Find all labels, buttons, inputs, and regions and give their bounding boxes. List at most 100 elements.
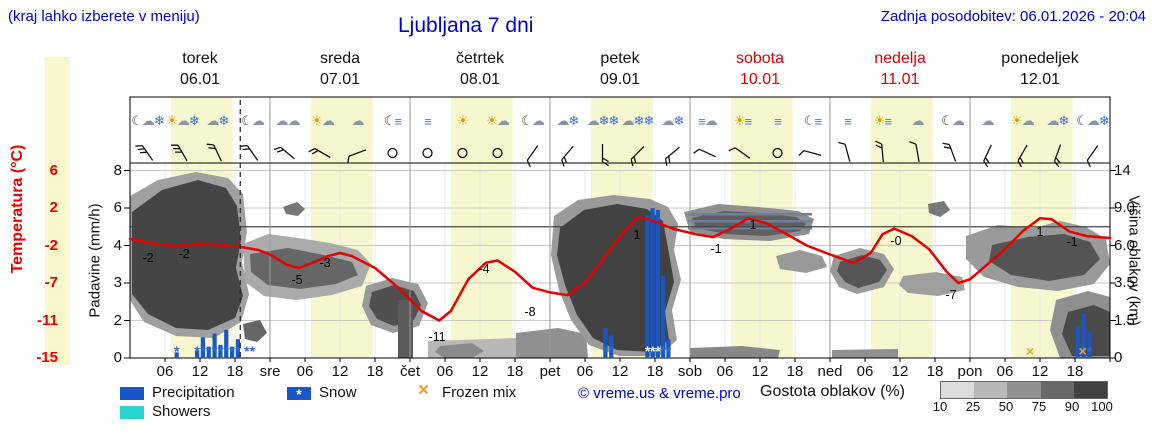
weather-icon: ☁ [911, 113, 925, 128]
copyright-link[interactable]: © vreme.us & vreme.pro [578, 385, 741, 402]
weather-icon: ☁ [981, 113, 995, 128]
cloud-height-tick: 14 [1114, 161, 1131, 179]
svg-text:1: 1 [750, 218, 757, 232]
day-date: 08.01 [459, 71, 501, 88]
weather-icon: ☀ [457, 113, 469, 128]
temp-tick: -2 [44, 236, 58, 254]
scale-segment [941, 382, 975, 398]
x-tick-day: ned [817, 363, 843, 380]
precip-tick: 6 [113, 199, 122, 216]
weather-icon: ☀ ☁ [311, 113, 335, 128]
svg-text:*: * [206, 343, 212, 359]
weather-icon: ☁ [351, 113, 365, 128]
frozen-mix-icon: × [418, 380, 430, 401]
svg-text:*: * [229, 343, 235, 359]
cloud-density-layers [130, 172, 1110, 358]
x-tick-hour: 18 [926, 363, 944, 380]
x-tick-hour: 12 [471, 363, 489, 380]
svg-text:*: * [200, 343, 206, 359]
precip-tick: 4 [113, 236, 122, 254]
scale-segment [1040, 382, 1074, 398]
svg-text:1: 1 [634, 228, 641, 242]
svg-text:*: * [655, 343, 661, 359]
x-tick-hour: 12 [331, 363, 349, 380]
x-tick-hour: 06 [296, 363, 314, 380]
x-tick-hour: 06 [576, 363, 594, 380]
svg-text:-5: -5 [291, 273, 302, 287]
svg-text:*: * [660, 343, 666, 359]
weather-icon: ☾ ☁ ❄ [131, 113, 165, 128]
weather-icon: ☁ ❄ [206, 113, 230, 128]
day-date: 09.01 [599, 71, 641, 88]
x-tick-day: sre [259, 363, 281, 380]
weather-icon: ≡ [424, 113, 432, 129]
svg-text:-0: -0 [890, 234, 901, 248]
cloud-density-scale [940, 381, 1108, 399]
svg-text:*: * [218, 343, 224, 359]
temp-tick: -15 [36, 349, 58, 366]
weather-icon: ☾ ☁ ❄ [1076, 113, 1110, 128]
x-tick-hour: 12 [751, 363, 769, 380]
day-name: ponedeljek [1001, 50, 1079, 67]
x-tick-hour: 06 [856, 363, 874, 380]
weather-icon: ☾ ≡ [803, 113, 822, 129]
weather-icon: ≡ ☁ [698, 113, 718, 129]
weather-icon: ☁ ❄ ❄ [586, 113, 620, 128]
day-name: torek [182, 50, 218, 67]
last-update: Zadnja posodobitev: 06.01.2026 - 20:04 [880, 8, 1146, 25]
scale-segment [1073, 382, 1108, 398]
precip-type-markers: * * * * * * * * * * * * * * * * ** * * × × [174, 343, 1093, 359]
scale-value: 50 [998, 399, 1014, 414]
svg-text:1: 1 [1037, 225, 1044, 239]
scale-segment [974, 382, 1008, 398]
svg-text:-1: -1 [1066, 235, 1077, 249]
svg-text:*: * [1081, 343, 1087, 359]
precipitation-label: Precipitation [152, 384, 235, 401]
page-title: Ljubljana 7 dni [398, 14, 534, 37]
x-tick-hour: 12 [1031, 363, 1049, 380]
svg-text:*: * [1087, 343, 1093, 359]
day-date: 10.01 [739, 71, 781, 88]
scale-segment [1007, 382, 1041, 398]
weather-icon: ≡ [774, 113, 782, 129]
svg-text:×: × [1026, 343, 1034, 359]
precipitation-bars [174, 208, 1092, 358]
temperature-curve [128, 216, 1112, 322]
x-tick-hour: 12 [611, 363, 629, 380]
temperature-value-labels: -2 -2-3-5-4-11-81-11-0-71-1 [142, 218, 1077, 344]
scale-value: 25 [965, 399, 981, 414]
weather-icon: ☀ ≡ [733, 113, 752, 129]
scale-value: 100 [1091, 399, 1113, 414]
x-tick-hour: 18 [366, 363, 384, 380]
temp-tick: -11 [37, 311, 58, 329]
svg-text:-8: -8 [524, 305, 535, 319]
weather-icon: ☾ ≡ [383, 113, 402, 129]
weather-icon: ☾ ☁ [521, 113, 545, 128]
svg-text:*: * [212, 343, 218, 359]
weather-icon: ≡ [844, 113, 852, 129]
day-date: 11.01 [880, 71, 920, 88]
svg-text:*: * [194, 343, 200, 359]
day-date: 06.01 [179, 71, 221, 88]
temp-tick: 6 [49, 161, 58, 179]
svg-text:-2: -2 [178, 247, 189, 261]
svg-text:*: * [603, 343, 609, 359]
weather-icon: ☾ ☁ [941, 113, 965, 128]
x-tick-hour: 18 [646, 363, 664, 380]
menu-hint: (kraj lahko izberete v meniju) [8, 8, 200, 25]
precip-tick: 0 [113, 349, 122, 366]
svg-text:*: * [666, 343, 672, 359]
x-tick-hour: 06 [996, 363, 1014, 380]
x-tick-hour: 06 [436, 363, 454, 380]
temp-tick: -7 [44, 274, 58, 291]
temperature-scale-strip [45, 57, 70, 365]
frozen-mix-label: Frozen mix [442, 384, 517, 401]
precip-tick: 3 [113, 274, 122, 291]
svg-text:-1: -1 [710, 242, 721, 256]
x-tick-day: sob [677, 363, 703, 380]
day-name: četrtek [455, 50, 504, 67]
svg-text:-3: -3 [319, 256, 330, 270]
svg-text:*: * [609, 343, 615, 359]
